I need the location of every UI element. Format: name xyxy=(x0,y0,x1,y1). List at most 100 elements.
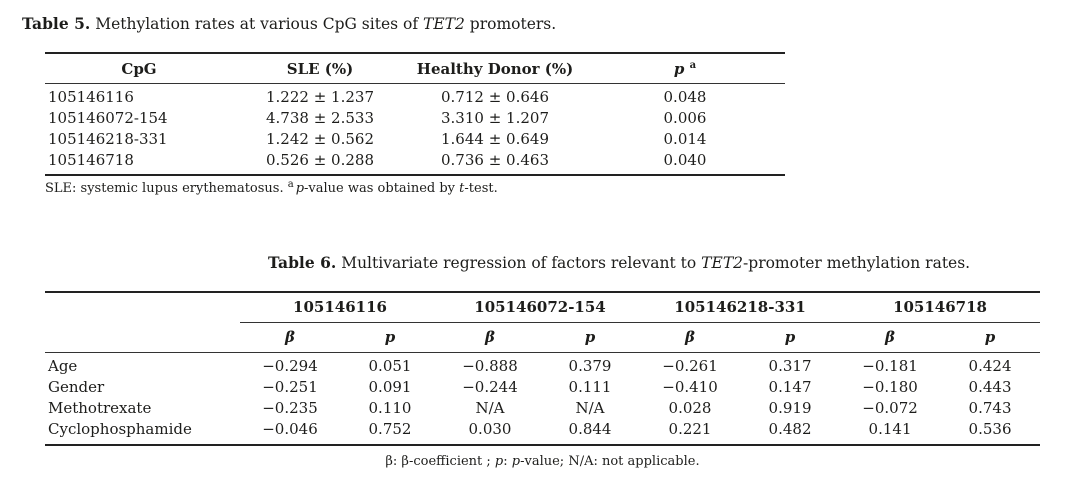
footnote-text: -value was obtained by xyxy=(304,181,460,196)
table-cell: −0.072 xyxy=(862,399,918,417)
group-header: 105146718 xyxy=(840,292,1041,323)
table-row: Age −0.294 0.051 −0.888 0.379 −0.261 0.3… xyxy=(45,353,1040,378)
table-cell: N/A xyxy=(475,399,505,417)
beta-header: β xyxy=(440,322,540,353)
p-symbol: p xyxy=(984,328,996,346)
footnote-marker-a: a xyxy=(287,178,294,190)
table-cell: −0.888 xyxy=(462,357,518,375)
table-cell: −0.180 xyxy=(862,378,918,396)
table-cell: 0.443 xyxy=(968,378,1012,396)
table6-label: Table 6. xyxy=(268,253,337,272)
table-cell: 0.536 xyxy=(968,420,1012,438)
table-cell: 3.310 ± 1.207 xyxy=(441,109,549,127)
table5: CpG SLE (%) Healthy Donor (%) p a 105146… xyxy=(45,52,785,176)
table-cell: −0.251 xyxy=(262,378,318,396)
row-label: Gender xyxy=(48,378,105,396)
table5-label: Table 5. xyxy=(22,14,91,33)
table-cell: 0.110 xyxy=(368,399,412,417)
table5-footnote: SLE: systemic lupus erythematosus. a p-va… xyxy=(45,178,1040,197)
footnote-text: β: β-coefficient ; xyxy=(385,454,495,469)
table-cell: 0.221 xyxy=(668,420,712,438)
table6-caption: Table 6. Multivariate regression of fact… xyxy=(268,253,1040,273)
p-symbol: p xyxy=(494,454,504,469)
table-cell: −0.244 xyxy=(462,378,518,396)
table5-gene-name: TET2 xyxy=(423,15,465,33)
table-row: 105146072-154 4.738 ± 2.533 3.310 ± 1.20… xyxy=(45,108,785,129)
table-cell: 0.028 xyxy=(668,399,712,417)
table-cell: 1.222 ± 1.237 xyxy=(266,88,374,106)
beta-header: β xyxy=(240,322,340,353)
table6-body: Age −0.294 0.051 −0.888 0.379 −0.261 0.3… xyxy=(45,353,1040,446)
table-row: Cyclophosphamide −0.046 0.752 0.030 0.84… xyxy=(45,419,1040,445)
footnote-marker-a: a xyxy=(689,60,697,71)
p-symbol: p xyxy=(295,181,305,196)
beta-symbol: β xyxy=(885,328,896,346)
table-cell: 0.006 xyxy=(663,109,707,127)
table5-caption-text: Methylation rates at various CpG sites o… xyxy=(90,15,424,33)
table5-header-row: CpG SLE (%) Healthy Donor (%) p a xyxy=(45,52,785,84)
table-cell: 0.712 ± 0.646 xyxy=(441,88,549,106)
table-cell: 4.738 ± 2.533 xyxy=(266,109,374,127)
table5-caption: Table 5. Methylation rates at various Cp… xyxy=(22,14,1040,34)
empty-corner-cell xyxy=(45,292,240,323)
table6-footnote: β: β-coefficient ; p: p-value; N/A: not … xyxy=(45,453,1040,470)
table-cell: 0.091 xyxy=(368,378,412,396)
table-cell: 0.844 xyxy=(568,420,612,438)
table-cell: 0.424 xyxy=(968,357,1012,375)
beta-header: β xyxy=(640,322,741,353)
table-cell: 0.141 xyxy=(868,420,912,438)
p-symbol: p xyxy=(384,328,396,346)
p-header: p xyxy=(740,322,841,353)
row-label: Methotrexate xyxy=(48,399,152,417)
table-cell: 0.040 xyxy=(663,151,707,169)
table5-body: 105146116 1.222 ± 1.237 0.712 ± 0.646 0.… xyxy=(45,84,785,176)
table6-group-row: 105146116 105146072-154 105146218-331 10… xyxy=(45,292,1041,323)
table-cell: 0.030 xyxy=(468,420,512,438)
table5-header-cpg: CpG xyxy=(45,52,235,84)
table-cell: 0.317 xyxy=(768,357,812,375)
table-cell: 0.379 xyxy=(568,357,612,375)
row-label: 105146116 xyxy=(48,88,134,106)
table-cell: −0.235 xyxy=(262,399,318,417)
table-cell: 0.051 xyxy=(368,357,412,375)
table-cell: 0.147 xyxy=(768,378,812,396)
table6-caption-tail: -promoter methylation rates. xyxy=(743,254,971,272)
table-cell: 0.752 xyxy=(368,420,412,438)
row-label: 105146718 xyxy=(48,151,134,169)
table-cell: −0.181 xyxy=(862,357,918,375)
table6-caption-text: Multivariate regression of factors relev… xyxy=(336,254,702,272)
table5-caption-tail: promoters. xyxy=(464,15,557,33)
table-row: 105146116 1.222 ± 1.237 0.712 ± 0.646 0.… xyxy=(45,84,785,109)
footnote-text: -value; N/A: not applicable. xyxy=(520,454,700,469)
row-label: 105146218-331 xyxy=(48,130,168,148)
table-cell: 0.526 ± 0.288 xyxy=(266,151,374,169)
table5-header-donor: Healthy Donor (%) xyxy=(405,52,585,84)
table6-gene-name: TET2 xyxy=(701,254,744,272)
footnote-text: -test. xyxy=(464,181,498,196)
group-header: 105146116 xyxy=(240,292,440,323)
table-row: 105146218-331 1.242 ± 0.562 1.644 ± 0.64… xyxy=(45,129,785,150)
table6: 105146116 105146072-154 105146218-331 10… xyxy=(45,291,1041,446)
row-label: Age xyxy=(48,357,78,375)
table6-subheader-row: β p β p β p β p xyxy=(45,322,1041,353)
p-symbol: p xyxy=(673,60,685,78)
row-label: 105146072-154 xyxy=(48,109,168,127)
footnote-text: SLE: systemic lupus erythematosus. xyxy=(45,181,288,196)
beta-symbol: β xyxy=(485,328,495,346)
footnote-text: : xyxy=(503,454,512,469)
empty-corner-cell xyxy=(45,322,240,353)
p-header: p xyxy=(940,322,1041,353)
table5-header: CpG SLE (%) Healthy Donor (%) p a xyxy=(45,52,785,84)
beta-header: β xyxy=(840,322,941,353)
table-cell: 0.048 xyxy=(663,88,707,106)
table-cell: −0.410 xyxy=(662,378,718,396)
table-cell: 0.919 xyxy=(768,399,812,417)
p-symbol: p xyxy=(511,454,521,469)
p-header: p xyxy=(340,322,440,353)
table-cell: 0.736 ± 0.463 xyxy=(441,151,549,169)
table-row: Gender −0.251 0.091 −0.244 0.111 −0.410 … xyxy=(45,377,1040,398)
table5-header-p: p a xyxy=(585,52,785,84)
table-cell: 0.482 xyxy=(768,420,812,438)
p-symbol: p xyxy=(784,328,796,346)
